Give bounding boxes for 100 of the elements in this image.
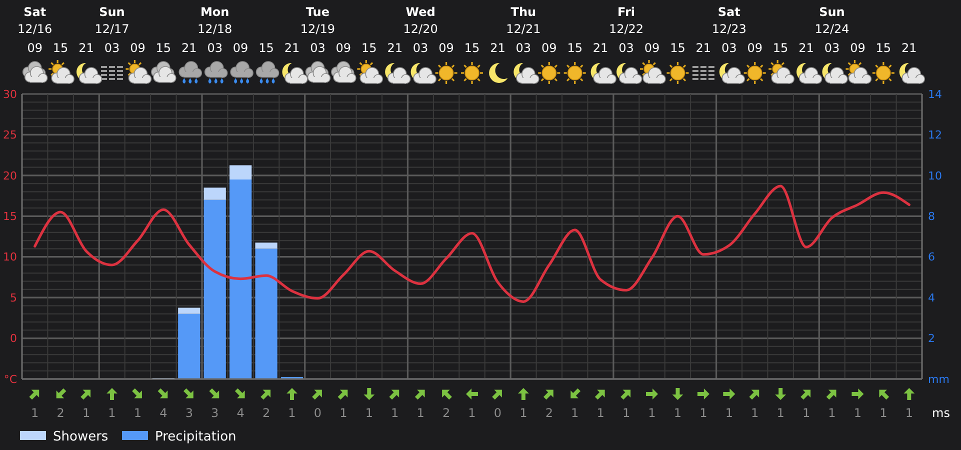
y-tick-label: 0 xyxy=(10,332,17,346)
text: 2 xyxy=(56,406,64,420)
x-tick-label: 21 xyxy=(696,41,712,55)
y2-tick-label: 2 xyxy=(928,332,935,346)
text: 1 xyxy=(751,406,759,420)
text: Tue xyxy=(306,5,330,19)
x-tick-label: 09 xyxy=(336,41,352,55)
text: 12/21 xyxy=(506,22,541,36)
x-tick-label: 21 xyxy=(798,41,814,55)
x-tick-label: 21 xyxy=(284,41,300,55)
text: 12/18 xyxy=(198,22,232,36)
x-tick-label: 15 xyxy=(156,41,172,55)
text: 1 xyxy=(854,406,862,420)
x-tick-label: 09 xyxy=(542,41,557,55)
text: 2 xyxy=(545,406,553,420)
x-tick-label: 03 xyxy=(104,41,120,55)
y2-tick-label: 10 xyxy=(928,169,942,182)
text: 3 xyxy=(211,406,219,420)
text: 1 xyxy=(288,406,296,420)
x-tick-label: 21 xyxy=(182,41,197,55)
y2-tick-label: 12 xyxy=(928,128,942,142)
text: Mon xyxy=(200,5,230,19)
x-tick-label: 03 xyxy=(824,41,840,55)
y-tick-label: °C xyxy=(4,372,18,386)
text: 2 xyxy=(262,406,270,420)
x-tick-label: 15 xyxy=(876,41,892,55)
text: 1 xyxy=(31,406,39,420)
y-tick-label: 10 xyxy=(3,250,17,264)
text: 4 xyxy=(160,406,168,420)
x-tick-label: 21 xyxy=(387,41,402,55)
text: 1 xyxy=(134,406,142,420)
text: 1 xyxy=(596,406,604,420)
text: 1 xyxy=(622,406,630,420)
x-tick-label: 21 xyxy=(78,41,94,55)
text: 12/24 xyxy=(814,22,850,36)
text: 2 xyxy=(442,406,450,420)
x-tick-label: 09 xyxy=(232,41,248,55)
x-tick-label: 09 xyxy=(438,41,454,55)
text: 1 xyxy=(340,406,348,420)
x-tick-label: 15 xyxy=(258,41,274,55)
x-tick-label: 03 xyxy=(207,41,222,55)
y2-tick-label: 14 xyxy=(928,88,942,101)
x-tick-label: 15 xyxy=(670,41,686,55)
text: 1 xyxy=(802,406,810,420)
x-tick-label: 09 xyxy=(130,41,146,55)
text: 1 xyxy=(700,406,708,420)
text: 1 xyxy=(880,406,888,420)
x-tick-label: 21 xyxy=(902,41,917,55)
text: 1 xyxy=(108,406,116,420)
text: Sun xyxy=(819,5,845,19)
x-tick-label: 15 xyxy=(567,41,582,55)
y-tick-label: 30 xyxy=(3,88,17,101)
text: Thu xyxy=(510,5,536,19)
text: 12/16 xyxy=(18,22,52,36)
text: 12/23 xyxy=(712,22,746,36)
text: Wed xyxy=(406,5,436,19)
text: 12/20 xyxy=(403,22,438,36)
y-tick-label: 25 xyxy=(3,128,17,142)
x-tick-label: 09 xyxy=(850,41,866,55)
y-tick-label: 5 xyxy=(10,291,17,304)
text: 12/22 xyxy=(608,22,644,36)
y2-tick-label: mm xyxy=(928,372,950,386)
text: Fri xyxy=(618,5,636,19)
text: 1 xyxy=(725,406,733,420)
text: Sun xyxy=(99,5,125,19)
text: 1 xyxy=(520,406,528,420)
x-tick-label: 15 xyxy=(362,41,377,55)
x-tick-label: 15 xyxy=(52,41,68,55)
x-tick-label: 21 xyxy=(592,41,608,55)
legend-label: Precipitation xyxy=(155,430,236,445)
text: 12/17 xyxy=(94,22,130,36)
text: 1 xyxy=(648,406,656,420)
x-tick-label: 03 xyxy=(310,41,326,55)
x-tick-label: 03 xyxy=(722,41,737,55)
text: 1 xyxy=(391,406,399,420)
text: 1 xyxy=(571,406,579,420)
x-tick-label: 15 xyxy=(464,41,480,55)
text: 0 xyxy=(314,406,322,420)
text: ms xyxy=(932,406,950,420)
y-tick-label: 15 xyxy=(3,210,17,223)
text: 1 xyxy=(365,406,373,420)
text: 4 xyxy=(236,406,244,420)
x-tick-label: 21 xyxy=(490,41,506,55)
x-tick-label: 15 xyxy=(772,41,788,55)
x-tick-label: 09 xyxy=(747,41,762,55)
text: 12/19 xyxy=(300,22,336,36)
text: 1 xyxy=(828,406,836,420)
x-tick-label: 03 xyxy=(516,41,532,55)
text: 1 xyxy=(674,406,682,420)
text: Sat xyxy=(24,5,46,19)
y2-tick-label: 4 xyxy=(928,291,935,304)
text: 1 xyxy=(468,406,476,420)
x-tick-label: 09 xyxy=(644,41,660,55)
y2-tick-label: 6 xyxy=(928,250,935,264)
text: 1 xyxy=(82,406,90,420)
x-tick-label: 03 xyxy=(412,41,428,55)
text: 3 xyxy=(185,406,193,420)
y2-tick-label: 8 xyxy=(928,210,935,223)
text: Sat xyxy=(718,5,741,19)
text: 1 xyxy=(776,406,784,420)
